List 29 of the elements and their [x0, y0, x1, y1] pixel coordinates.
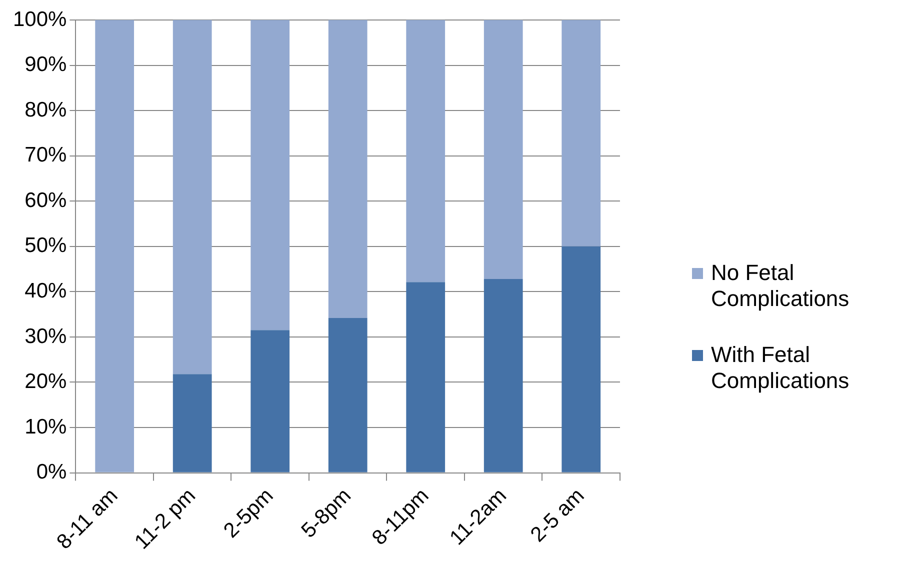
- bar: [172, 20, 212, 374]
- bar: [250, 20, 290, 330]
- bar: [406, 20, 446, 282]
- y-tick-label: 70%: [24, 144, 67, 167]
- y-tick-label: 50%: [24, 234, 67, 258]
- bar: [562, 246, 601, 472]
- y-tick-label: 80%: [24, 98, 67, 122]
- bar: [484, 279, 523, 472]
- bar: [406, 282, 446, 472]
- bar: [484, 20, 523, 280]
- bar: [95, 20, 134, 472]
- y-tick-label: 10%: [24, 415, 67, 438]
- bar: [328, 20, 368, 318]
- y-tick-label: 90%: [24, 53, 67, 76]
- legend-label: With Fetal Complications: [711, 342, 850, 394]
- y-tick-label: 0%: [36, 460, 67, 484]
- x-tick-label: 11-2 pm: [130, 484, 200, 554]
- x-tick-label: 8-11 am: [52, 484, 122, 554]
- y-tick-label: 30%: [24, 324, 67, 348]
- y-tick-label: 40%: [24, 279, 67, 302]
- legend-label: No Fetal Complications: [711, 260, 850, 312]
- y-tick-label: 60%: [24, 188, 67, 212]
- bar: [250, 330, 290, 472]
- x-tick-label: 2-5 am: [526, 484, 589, 547]
- bar: [172, 374, 212, 472]
- y-tick-label: 20%: [24, 370, 67, 394]
- y-tick-label: 100%: [12, 8, 67, 31]
- bar: [562, 20, 601, 246]
- bar: [328, 318, 368, 472]
